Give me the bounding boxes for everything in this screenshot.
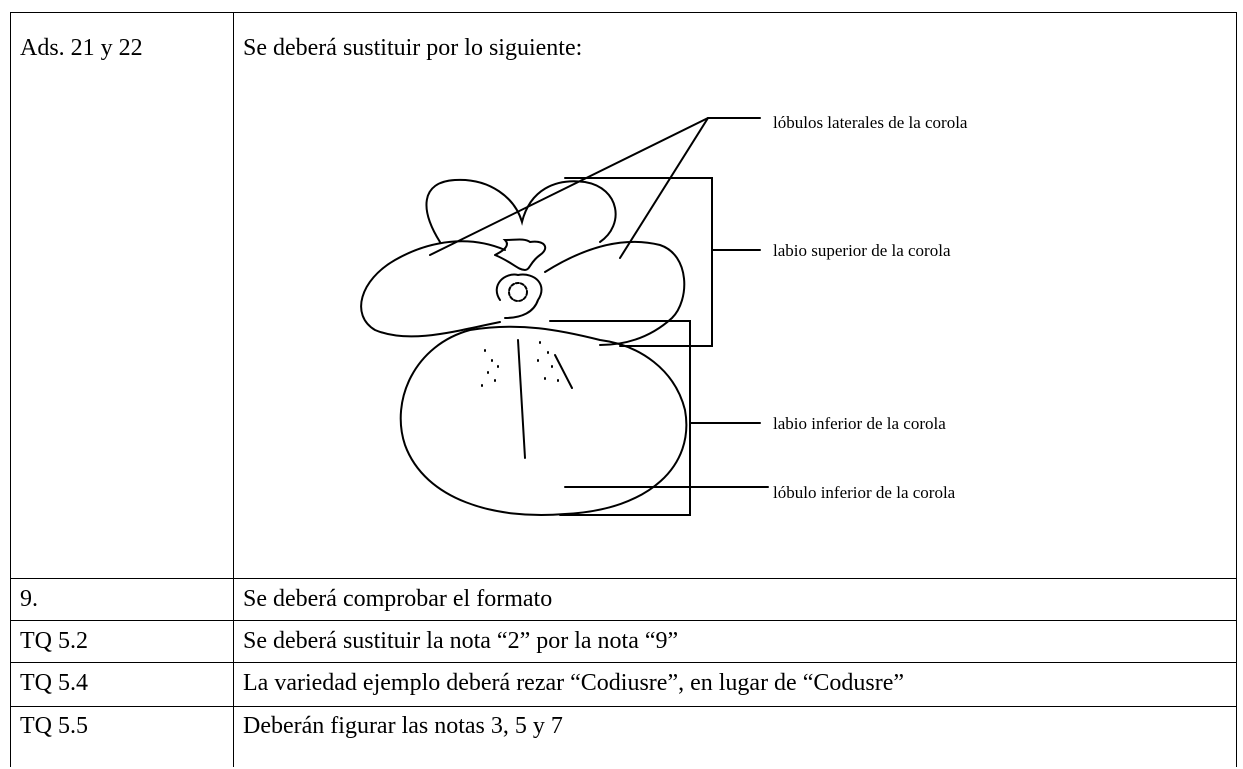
table-row: Ads. 21 y 22 Se deberá sustituir por lo s… <box>10 12 1237 579</box>
bracket <box>549 320 691 516</box>
table-row: 9. Se deberá comprobar el formato <box>10 578 1237 621</box>
figure-label: lóbulo inferior de la corola <box>773 483 956 502</box>
leader <box>619 117 709 259</box>
instruction-cell: Se deberá sustituir la nota “2” por la n… <box>233 620 1237 663</box>
center-pore <box>508 282 528 302</box>
instruction-cell: Deberán figurar las notas 3, 5 y 7 <box>233 706 1237 767</box>
section-cell: TQ 5.5 <box>10 706 234 767</box>
left-lobe <box>360 240 506 338</box>
dots <box>481 341 559 387</box>
bracket <box>564 177 713 347</box>
lower-lip <box>399 325 688 516</box>
instruction-cell: La variedad ejemplo deberá rezar “Codius… <box>233 662 1237 707</box>
figure-label: labio superior de la corola <box>773 241 951 260</box>
figure-label: labio inferior de la corola <box>773 414 946 433</box>
instruction-cell: Se deberá sustituir por lo siguiente: <box>233 12 1237 579</box>
figure-label: lóbulos laterales de la corola <box>773 113 968 132</box>
section-cell: TQ 5.4 <box>10 662 234 707</box>
leader <box>429 117 709 256</box>
upper-petal <box>425 178 617 243</box>
table-row: TQ 5.2 Se deberá sustituir la nota “2” po… <box>10 620 1237 663</box>
center-crest <box>494 238 547 272</box>
table-row: TQ 5.4 La variedad ejemplo deberá rezar “… <box>10 662 1237 707</box>
right-lobe <box>544 240 686 346</box>
column <box>495 273 543 319</box>
table-body: Ads. 21 y 22 Se deberá sustituir por lo s… <box>10 12 1237 767</box>
section-cell: Ads. 21 y 22 <box>10 12 234 579</box>
lip-vein <box>554 354 573 389</box>
table-row: TQ 5.5 Deberán figurar las notas 3, 5 y 7 <box>10 706 1237 767</box>
section-cell: 9. <box>10 578 234 621</box>
lip-vein <box>517 339 526 459</box>
amendment-table: Ads. 21 y 22 Se deberá sustituir por lo s… <box>10 12 1237 767</box>
